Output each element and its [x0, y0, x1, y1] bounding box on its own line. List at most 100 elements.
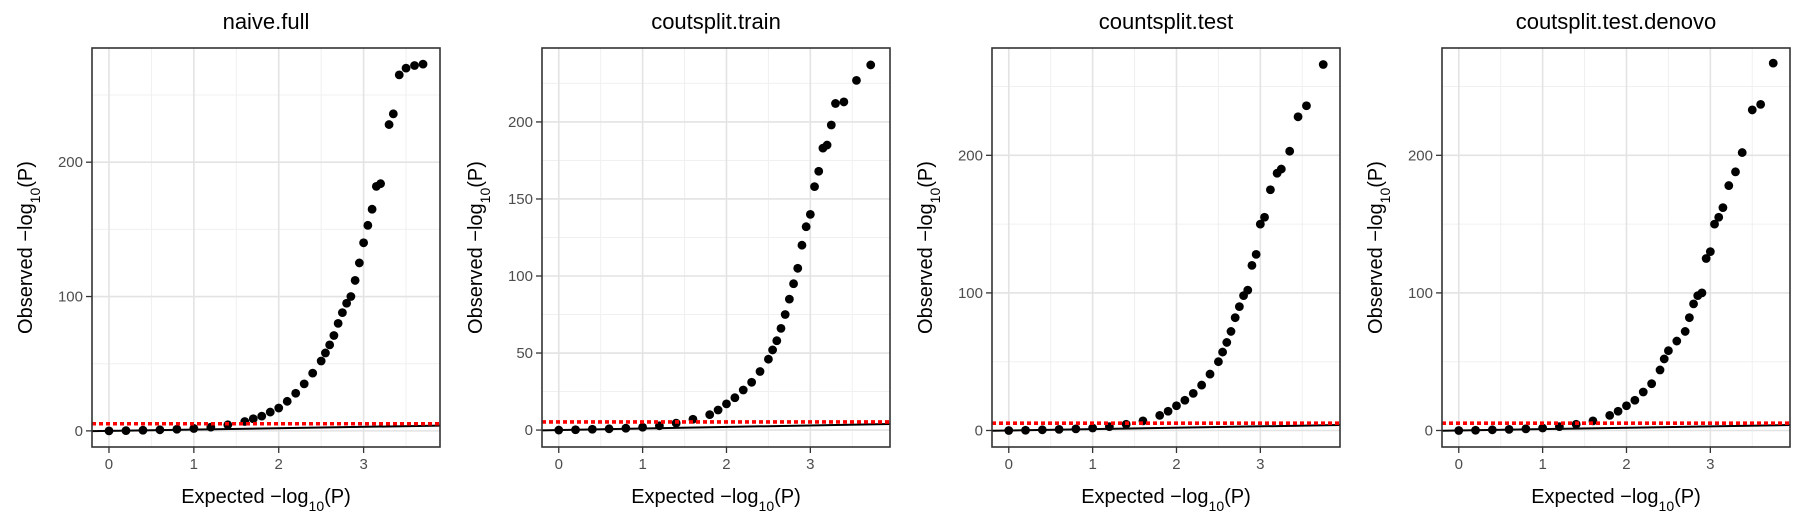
x-tick-label: 3 [806, 456, 814, 473]
data-point [1638, 387, 1648, 397]
x-tick-label: 2 [1622, 456, 1630, 473]
data-point [1684, 313, 1694, 323]
y-axis-label: Observed −log10(P) [915, 161, 943, 334]
x-tick-label: 3 [359, 456, 367, 473]
data-point [789, 279, 798, 289]
data-point [1222, 338, 1232, 347]
data-point [388, 109, 398, 119]
data-point [772, 336, 782, 346]
data-point [784, 294, 794, 304]
x-tick-label: 2 [1172, 456, 1180, 473]
data-point [1655, 365, 1665, 375]
data-point [1188, 388, 1198, 398]
data-point [1672, 336, 1682, 346]
x-axis-label: Expected −log10(P) [631, 486, 801, 514]
identity-line [542, 422, 890, 432]
data-point [1230, 313, 1240, 323]
qq-panel: 0 1 2 3 0 50 100 150 200 coutsplit.train Expected … [465, 9, 891, 514]
data-point [826, 120, 836, 130]
data-point [705, 410, 715, 420]
data-point [722, 399, 731, 409]
y-tick-label: 200 [1408, 147, 1433, 164]
data-point [1088, 423, 1098, 433]
panel-title: coutsplit.test.denovo [1516, 9, 1717, 34]
y-tick-label: 200 [58, 154, 83, 171]
data-point [1276, 164, 1286, 174]
data-point [1255, 219, 1265, 229]
data-point [1613, 406, 1623, 416]
panel-title: countsplit.test [1099, 9, 1234, 34]
data-point [793, 263, 803, 273]
panel-background [92, 48, 440, 447]
data-point [638, 422, 648, 432]
data-point [1647, 379, 1657, 389]
data-point [316, 356, 326, 366]
data-point [363, 220, 373, 230]
x-axis-label: Expected −log10(P) [1081, 486, 1251, 514]
data-point [1218, 347, 1228, 357]
data-point [1302, 101, 1311, 111]
data-point [1724, 181, 1734, 190]
data-point [1318, 60, 1328, 69]
y-axis-label: Observed −log10(P) [15, 161, 43, 334]
data-point [822, 140, 832, 150]
x-axis-label: Expected −log10(P) [181, 486, 351, 514]
data-point [1705, 247, 1715, 257]
y-tick-label: 100 [958, 285, 983, 302]
data-point [1768, 58, 1778, 68]
data-point [755, 367, 765, 376]
data-point [814, 166, 824, 176]
data-point [1714, 212, 1724, 222]
y-tick-label: 0 [1425, 422, 1433, 439]
data-point [291, 388, 301, 398]
data-point [1247, 260, 1257, 270]
data-point [805, 209, 815, 219]
panel-background [542, 48, 890, 447]
data-point [410, 61, 419, 70]
data-point [274, 403, 284, 413]
data-point [1701, 254, 1711, 263]
data-layer [1442, 58, 1790, 435]
data-point [359, 238, 369, 248]
data-point [342, 298, 352, 308]
x-tick-label: 1 [190, 456, 198, 473]
data-point [1710, 219, 1719, 229]
data-point [265, 407, 275, 417]
data-point [1731, 167, 1740, 177]
data-point [248, 414, 258, 424]
data-point [1243, 285, 1253, 295]
data-point [1180, 395, 1190, 405]
y-axis-label: Observed −log10(P) [465, 161, 493, 334]
data-point [401, 63, 411, 73]
identity-line [1442, 424, 1790, 432]
data-point [329, 331, 339, 340]
data-point [325, 340, 335, 350]
x-tick-label: 1 [1088, 456, 1096, 473]
data-point [797, 240, 807, 250]
data-point [810, 182, 819, 192]
data-point [1747, 105, 1757, 115]
y-tick-label: 100 [1408, 285, 1433, 302]
data-point [333, 319, 343, 328]
qq-panel: 0 1 2 3 0 100 200 countsplit.test Expected −log1… [915, 9, 1341, 514]
data-point [1251, 249, 1261, 259]
data-point [350, 276, 360, 285]
data-point [354, 258, 364, 268]
data-point [1630, 395, 1640, 405]
data-point [189, 424, 199, 433]
y-tick-label: 100 [58, 289, 83, 306]
data-point [1266, 185, 1275, 195]
data-layer [992, 60, 1340, 435]
data-point [257, 411, 267, 421]
data-point [394, 70, 404, 80]
data-point [1538, 423, 1548, 433]
data-point [1622, 401, 1631, 411]
x-tick-label: 0 [1005, 456, 1013, 473]
data-point [308, 368, 318, 378]
data-point [1737, 148, 1747, 157]
data-point [1234, 302, 1244, 312]
qq-panel: 0 1 2 3 0 100 200 coutsplit.test.denovo Expected… [1365, 9, 1791, 514]
panel-background [992, 48, 1340, 447]
x-tick-label: 2 [722, 456, 730, 473]
